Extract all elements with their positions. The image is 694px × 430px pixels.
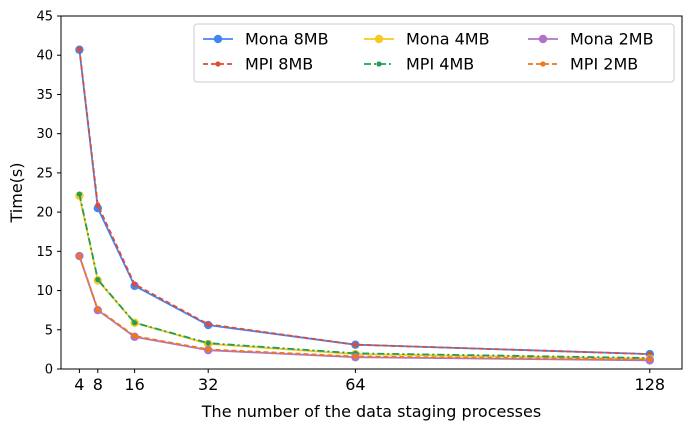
plot-frame	[60, 15, 683, 370]
data-point-5-4	[352, 353, 358, 360]
data-point-1-0	[76, 46, 82, 52]
x-axis-label: The number of the data staging processes	[201, 402, 541, 421]
y-tick-label-9: 45	[36, 10, 53, 25]
legend-label-3: MPI 4MB	[406, 55, 474, 74]
data-point-3-0	[76, 191, 82, 197]
x-tick-label-0: 4	[74, 375, 84, 394]
series-line-1	[78, 48, 650, 355]
y-tick-label-2: 10	[36, 284, 53, 299]
data-point-3-2	[132, 320, 138, 326]
y-tick-label-3: 15	[36, 245, 53, 260]
series-line-2	[78, 195, 650, 360]
y-tick-label-1: 5	[45, 323, 53, 338]
legend-marker-2	[374, 34, 384, 44]
y-tick-label-8: 40	[36, 49, 53, 64]
x-tick-label-1: 8	[93, 375, 103, 394]
legend-marker-1	[215, 61, 221, 67]
legend-marker-4	[538, 34, 548, 44]
data-point-1-1	[95, 202, 101, 208]
plot-area	[75, 45, 654, 365]
data-point-5-3	[205, 346, 211, 352]
legend-label-4: Mona 2MB	[570, 30, 654, 49]
y-tick-label-7: 35	[36, 88, 53, 103]
data-point-5-5	[647, 356, 653, 363]
axes: 0 5 10 15 20 25 30 35 40 45 4 8 16 32 64 128	[36, 10, 683, 394]
x-tick-label-3: 32	[198, 375, 218, 394]
legend-label-2: Mona 4MB	[406, 30, 490, 49]
y-tick-label-5: 25	[36, 166, 53, 181]
y-tick-label-6: 30	[36, 127, 53, 142]
legend: Mona 8MB MPI 8MB Mona 4MB MPI 4MB Mona 2MB MP…	[193, 23, 675, 83]
data-point-5-1	[95, 306, 101, 312]
data-point-5-0	[76, 253, 82, 259]
data-point-3-1	[95, 276, 101, 283]
series-line-0	[78, 49, 650, 355]
data-point-1-3	[205, 321, 211, 327]
legend-label-1: MPI 8MB	[245, 55, 313, 74]
series-line-5	[78, 255, 650, 361]
y-tick-label-0: 0	[45, 363, 53, 378]
legend-label-0: Mona 8MB	[245, 30, 329, 49]
y-axis-label: Time(s)	[7, 163, 26, 224]
data-point-5-2	[132, 333, 138, 339]
x-tick-label-4: 64	[345, 375, 365, 394]
series-line-3	[78, 193, 650, 359]
data-point-1-2	[132, 281, 138, 287]
data-point-1-4	[352, 342, 358, 348]
legend-label-5: MPI 2MB	[570, 55, 638, 74]
y-tick-label-4: 20	[36, 206, 53, 221]
x-tick-label-2: 16	[124, 375, 144, 394]
legend-marker-5	[540, 61, 546, 67]
legend-marker-3	[376, 61, 382, 67]
legend-marker-0	[213, 34, 223, 44]
x-tick-label-5: 128	[635, 375, 666, 394]
data-point-3-3	[205, 340, 211, 346]
